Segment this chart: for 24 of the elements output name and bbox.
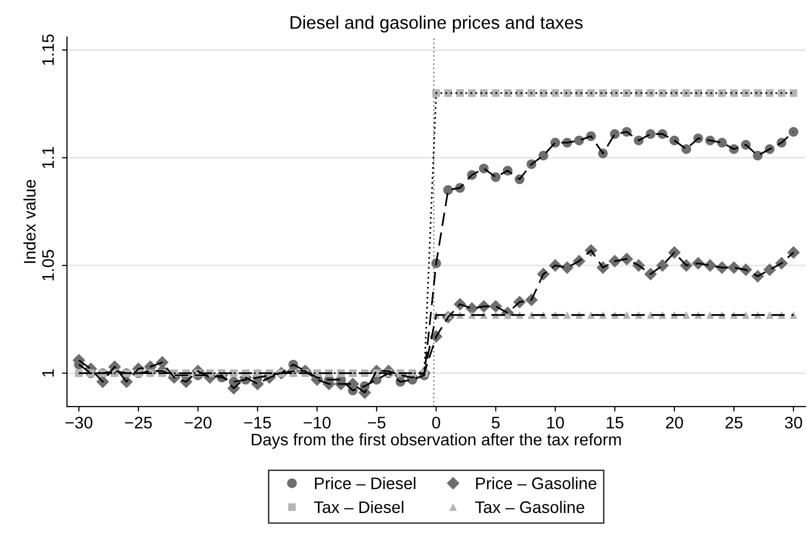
- x-tick-label: −25: [125, 416, 152, 429]
- legend-label: Tax – Gasoline: [475, 500, 584, 514]
- x-tick-label: 15: [606, 416, 624, 429]
- x-tick-label: 10: [547, 416, 564, 429]
- x-tick-label: 5: [492, 416, 500, 429]
- y-axis-title: Index value: [23, 180, 36, 263]
- y-tick-label: 1.1: [42, 146, 54, 168]
- x-tick-label: −20: [184, 416, 212, 429]
- x-tick-label: −10: [304, 416, 331, 429]
- x-axis-title: Days from the first observation after the tax reform: [252, 433, 621, 449]
- x-tick-label: 20: [666, 416, 683, 429]
- y-tick-label: 1.05: [42, 250, 54, 280]
- x-tick-label: −30: [66, 416, 92, 429]
- legend-label: Price – Gasoline: [476, 476, 596, 490]
- x-tick-label: 0: [432, 416, 440, 429]
- x-tick-label: 25: [726, 416, 742, 429]
- legend-label: Tax – Diesel: [314, 500, 404, 514]
- y-tick-label: 1: [42, 369, 54, 377]
- x-tick-label: 30: [784, 416, 802, 429]
- y-tick-label: 1.15: [42, 34, 54, 65]
- legend-label: Price – Diesel: [315, 476, 416, 490]
- x-tick-label: −5: [368, 416, 386, 429]
- chart-title: Diesel and gasoline prices and taxes: [290, 16, 583, 32]
- x-tick-label: −15: [244, 416, 271, 429]
